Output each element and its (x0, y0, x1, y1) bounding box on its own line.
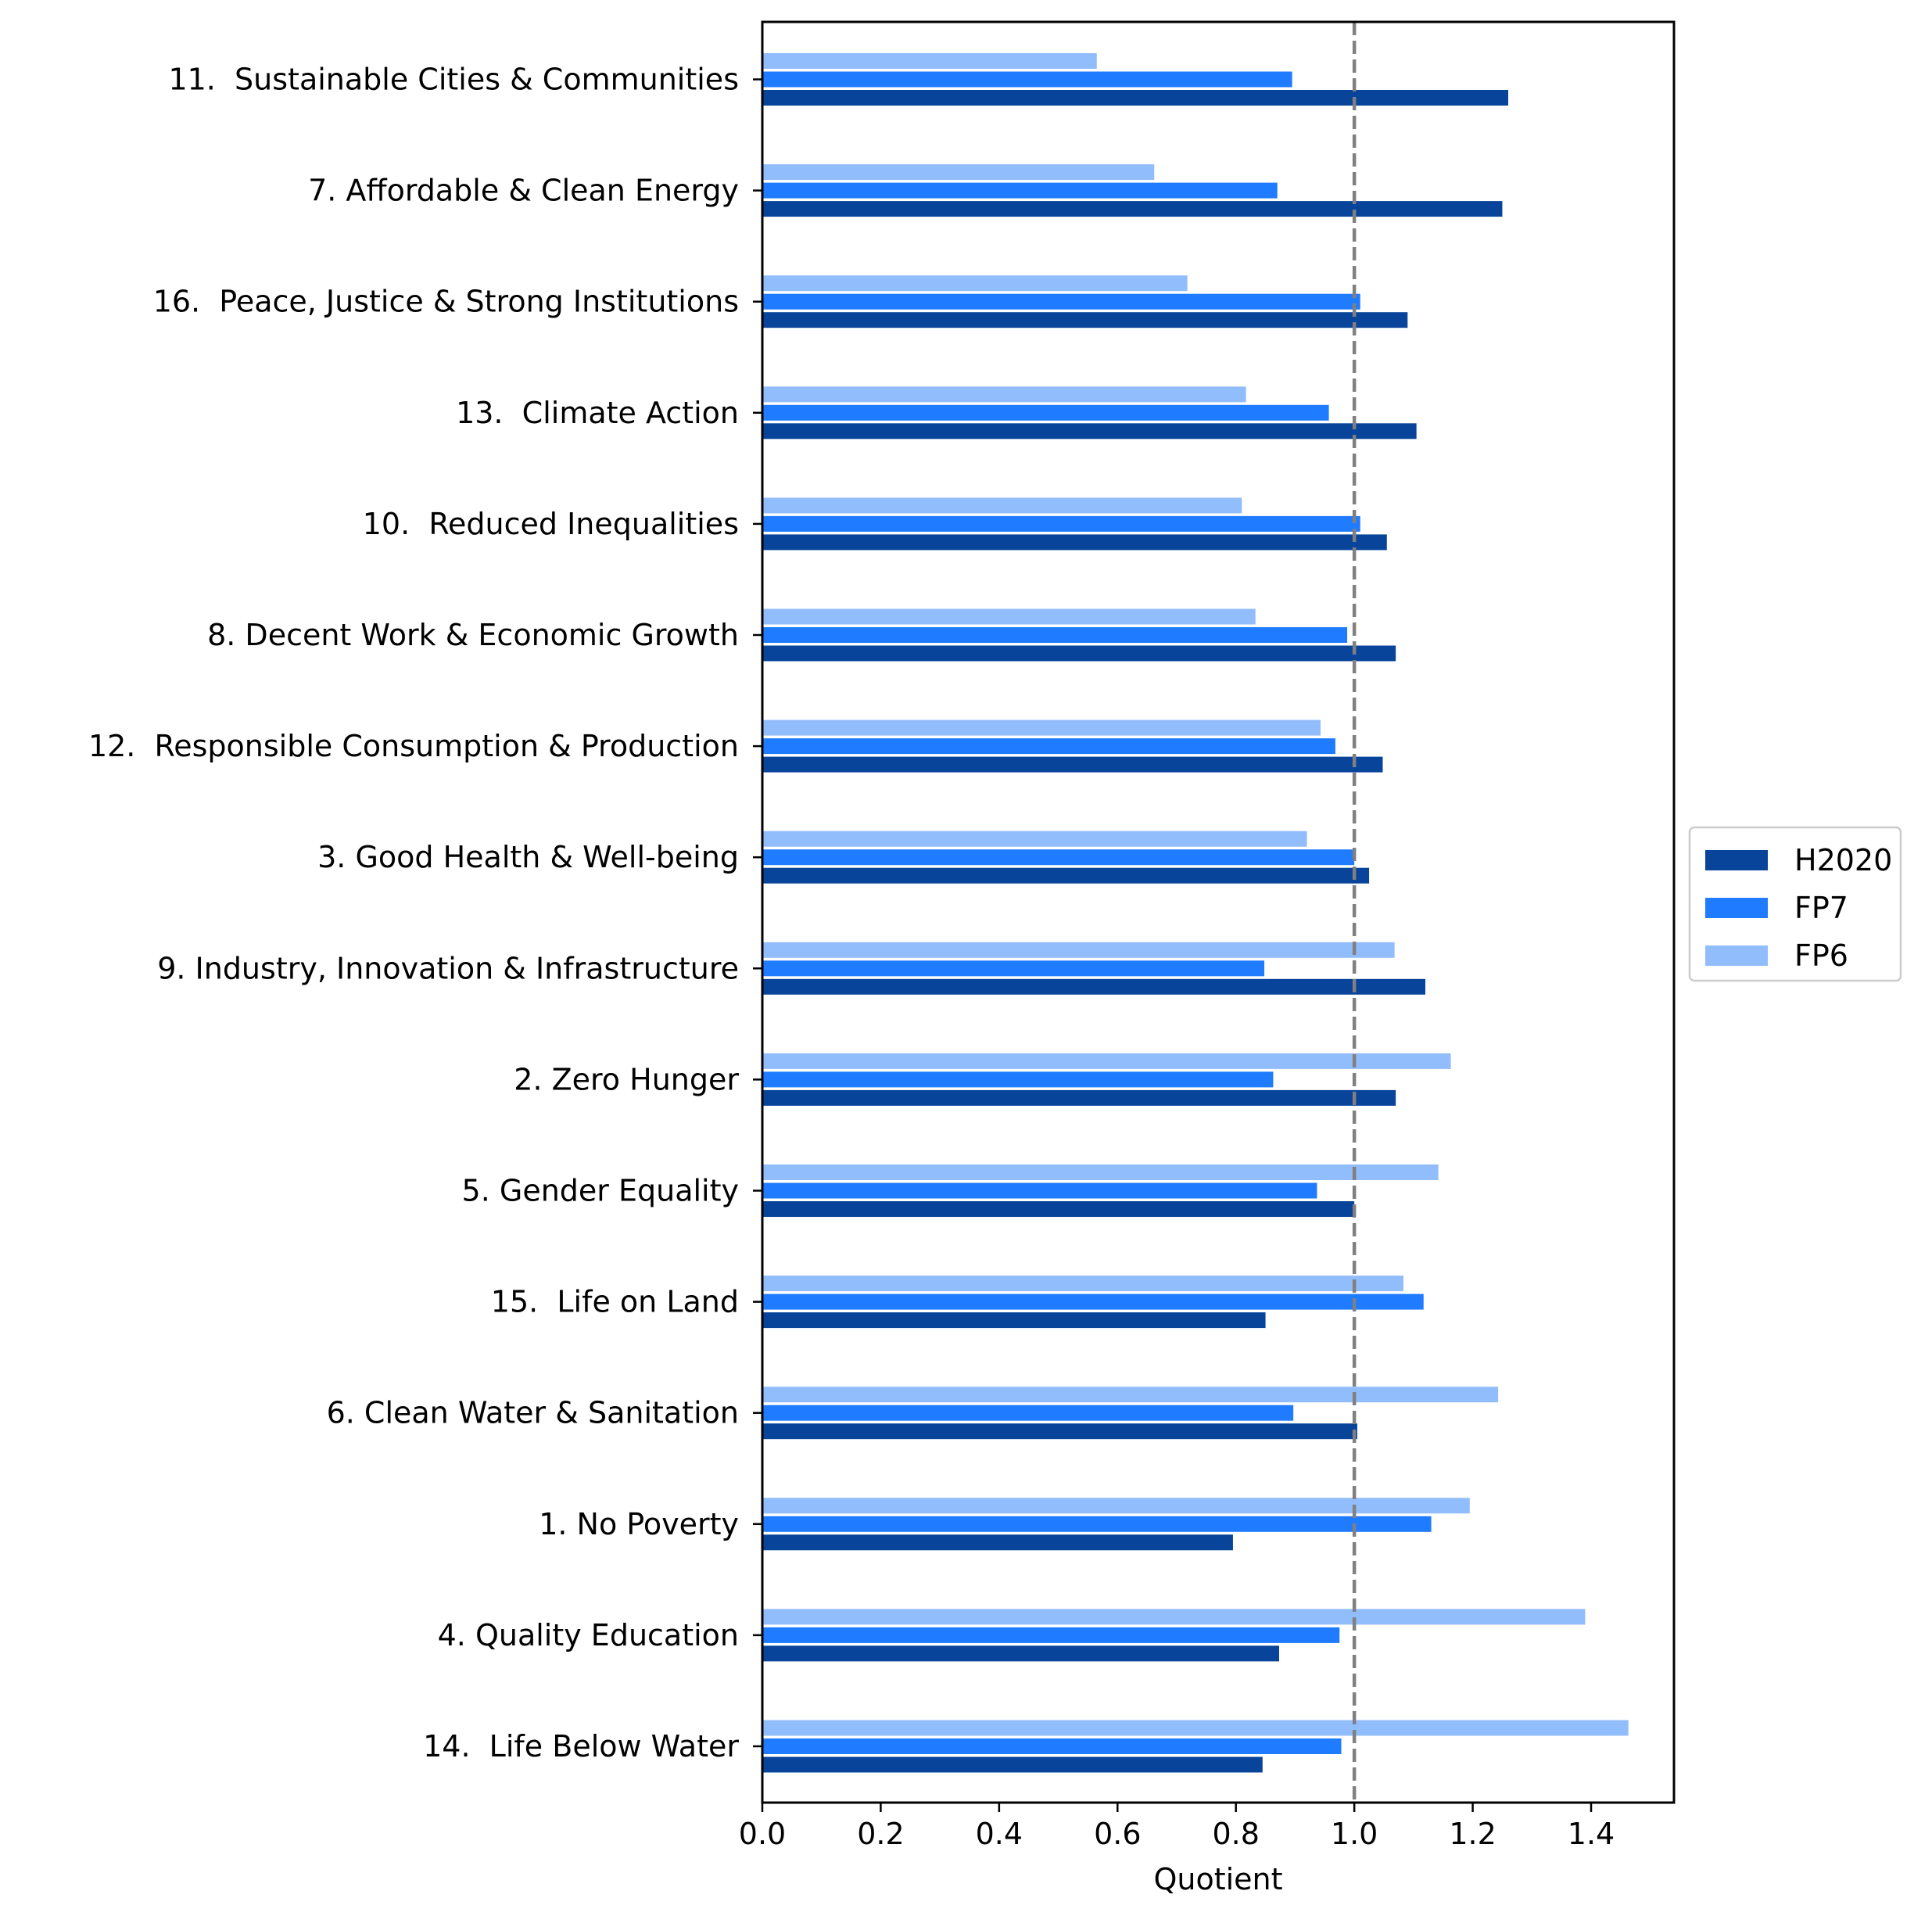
y-tick-label: 4. Quality Education (438, 1618, 739, 1652)
y-tick-label: 10. Reduced Inequalities (363, 507, 739, 541)
bar-fp6-16 (762, 1720, 1629, 1736)
bar-fp6-10 (762, 1053, 1451, 1069)
bar-h2020-11 (762, 1201, 1355, 1217)
bar-h2020-2 (762, 201, 1503, 217)
y-tick-label: 13. Climate Action (456, 396, 739, 430)
y-tick-label: 7. Affordable & Clean Energy (308, 174, 739, 208)
y-tick-label: 12. Responsible Consumption & Production (88, 729, 739, 763)
y-tick-label: 6. Clean Water & Sanitation (327, 1396, 739, 1430)
x-tick-label: 0.0 (739, 1817, 786, 1851)
bar-fp7-11 (762, 1182, 1317, 1199)
bar-fp7-8 (762, 849, 1355, 866)
y-axis-ticks: 11. Sustainable Cities & Communities 7. A… (88, 63, 762, 1764)
bar-h2020-3 (762, 312, 1408, 328)
bar-h2020-1 (762, 90, 1508, 106)
bar-fp6-3 (762, 275, 1188, 292)
bar-fp6-12 (762, 1276, 1403, 1292)
bar-fp7-15 (762, 1627, 1340, 1643)
y-tick-label: 14. Life Below Water (423, 1729, 739, 1764)
bar-fp7-5 (762, 515, 1360, 532)
bar-h2020-10 (762, 1089, 1396, 1106)
x-tick-label: 0.6 (1094, 1817, 1141, 1851)
bar-h2020-9 (762, 978, 1425, 995)
bar-h2020-12 (762, 1312, 1266, 1329)
bar-fp7-13 (762, 1405, 1294, 1421)
bar-fp7-7 (762, 738, 1335, 755)
bar-fp6-9 (762, 942, 1395, 958)
legend: H2020 FP7 FP6 (1688, 826, 1902, 982)
bar-fp6-7 (762, 719, 1321, 736)
bar-fp7-10 (762, 1071, 1274, 1088)
bar-fp6-15 (762, 1609, 1586, 1625)
bar-fp7-14 (762, 1516, 1432, 1532)
x-tick-label: 0.8 (1212, 1817, 1259, 1851)
legend-label-fp6: FP6 (1794, 938, 1848, 973)
x-tick-label: 1.2 (1449, 1817, 1496, 1851)
y-tick-label: 2. Zero Hunger (514, 1062, 739, 1096)
bar-h2020-6 (762, 645, 1396, 662)
bar-h2020-15 (762, 1645, 1279, 1662)
bar-h2020-4 (762, 423, 1417, 440)
bar-h2020-16 (762, 1756, 1263, 1773)
bars-layer (762, 53, 1629, 1773)
bar-h2020-7 (762, 756, 1383, 773)
bar-fp7-1 (762, 71, 1292, 88)
x-axis-ticks: 0.0 0.2 0.4 0.6 0.8 1.0 1.2 1.4 (739, 1803, 1615, 1851)
bar-fp6-11 (762, 1164, 1439, 1180)
y-tick-label: 5. Gender Equality (462, 1174, 739, 1208)
bar-fp6-1 (762, 53, 1097, 69)
y-tick-label: 3. Good Health & Well-being (317, 840, 739, 874)
y-tick-label: 1. No Poverty (539, 1507, 739, 1541)
bar-fp6-13 (762, 1387, 1499, 1403)
x-tick-label: 0.2 (857, 1817, 904, 1851)
y-tick-label: 16. Peace, Justice & Strong Institutions (153, 285, 739, 319)
bar-fp6-4 (762, 386, 1246, 403)
x-tick-label: 1.0 (1331, 1817, 1378, 1851)
bar-fp7-16 (762, 1738, 1342, 1754)
y-tick-label: 11. Sustainable Cities & Communities (168, 63, 739, 97)
legend-label-fp7: FP7 (1794, 891, 1848, 925)
y-tick-label: 9. Industry, Innovation & Infrastructure (157, 951, 739, 985)
bar-fp6-8 (762, 831, 1307, 847)
legend-swatch-h2020 (1705, 850, 1768, 870)
x-tick-label: 0.4 (976, 1817, 1023, 1851)
legend-label-h2020: H2020 (1794, 843, 1892, 877)
bar-h2020-13 (762, 1423, 1357, 1440)
legend-swatch-fp7 (1705, 898, 1768, 918)
bar-fp6-6 (762, 608, 1256, 625)
bar-h2020-8 (762, 867, 1370, 884)
bar-fp6-2 (762, 164, 1155, 181)
y-tick-label: 8. Decent Work & Economic Growth (207, 618, 739, 652)
bar-fp7-9 (762, 960, 1265, 977)
bar-fp7-6 (762, 627, 1348, 643)
bar-h2020-5 (762, 534, 1387, 551)
bar-fp7-12 (762, 1293, 1424, 1310)
bar-fp7-3 (762, 293, 1360, 310)
bar-fp6-5 (762, 497, 1242, 514)
bar-fp6-14 (762, 1498, 1470, 1514)
x-tick-label: 1.4 (1568, 1817, 1615, 1851)
bar-h2020-14 (762, 1534, 1233, 1551)
legend-swatch-fp6 (1705, 945, 1768, 966)
plot-frame (761, 20, 1676, 1804)
bar-fp7-2 (762, 182, 1278, 199)
y-tick-label: 15. Life on Land (491, 1285, 739, 1319)
x-axis-label: Quotient (1153, 1862, 1282, 1896)
bar-fp7-4 (762, 404, 1329, 421)
